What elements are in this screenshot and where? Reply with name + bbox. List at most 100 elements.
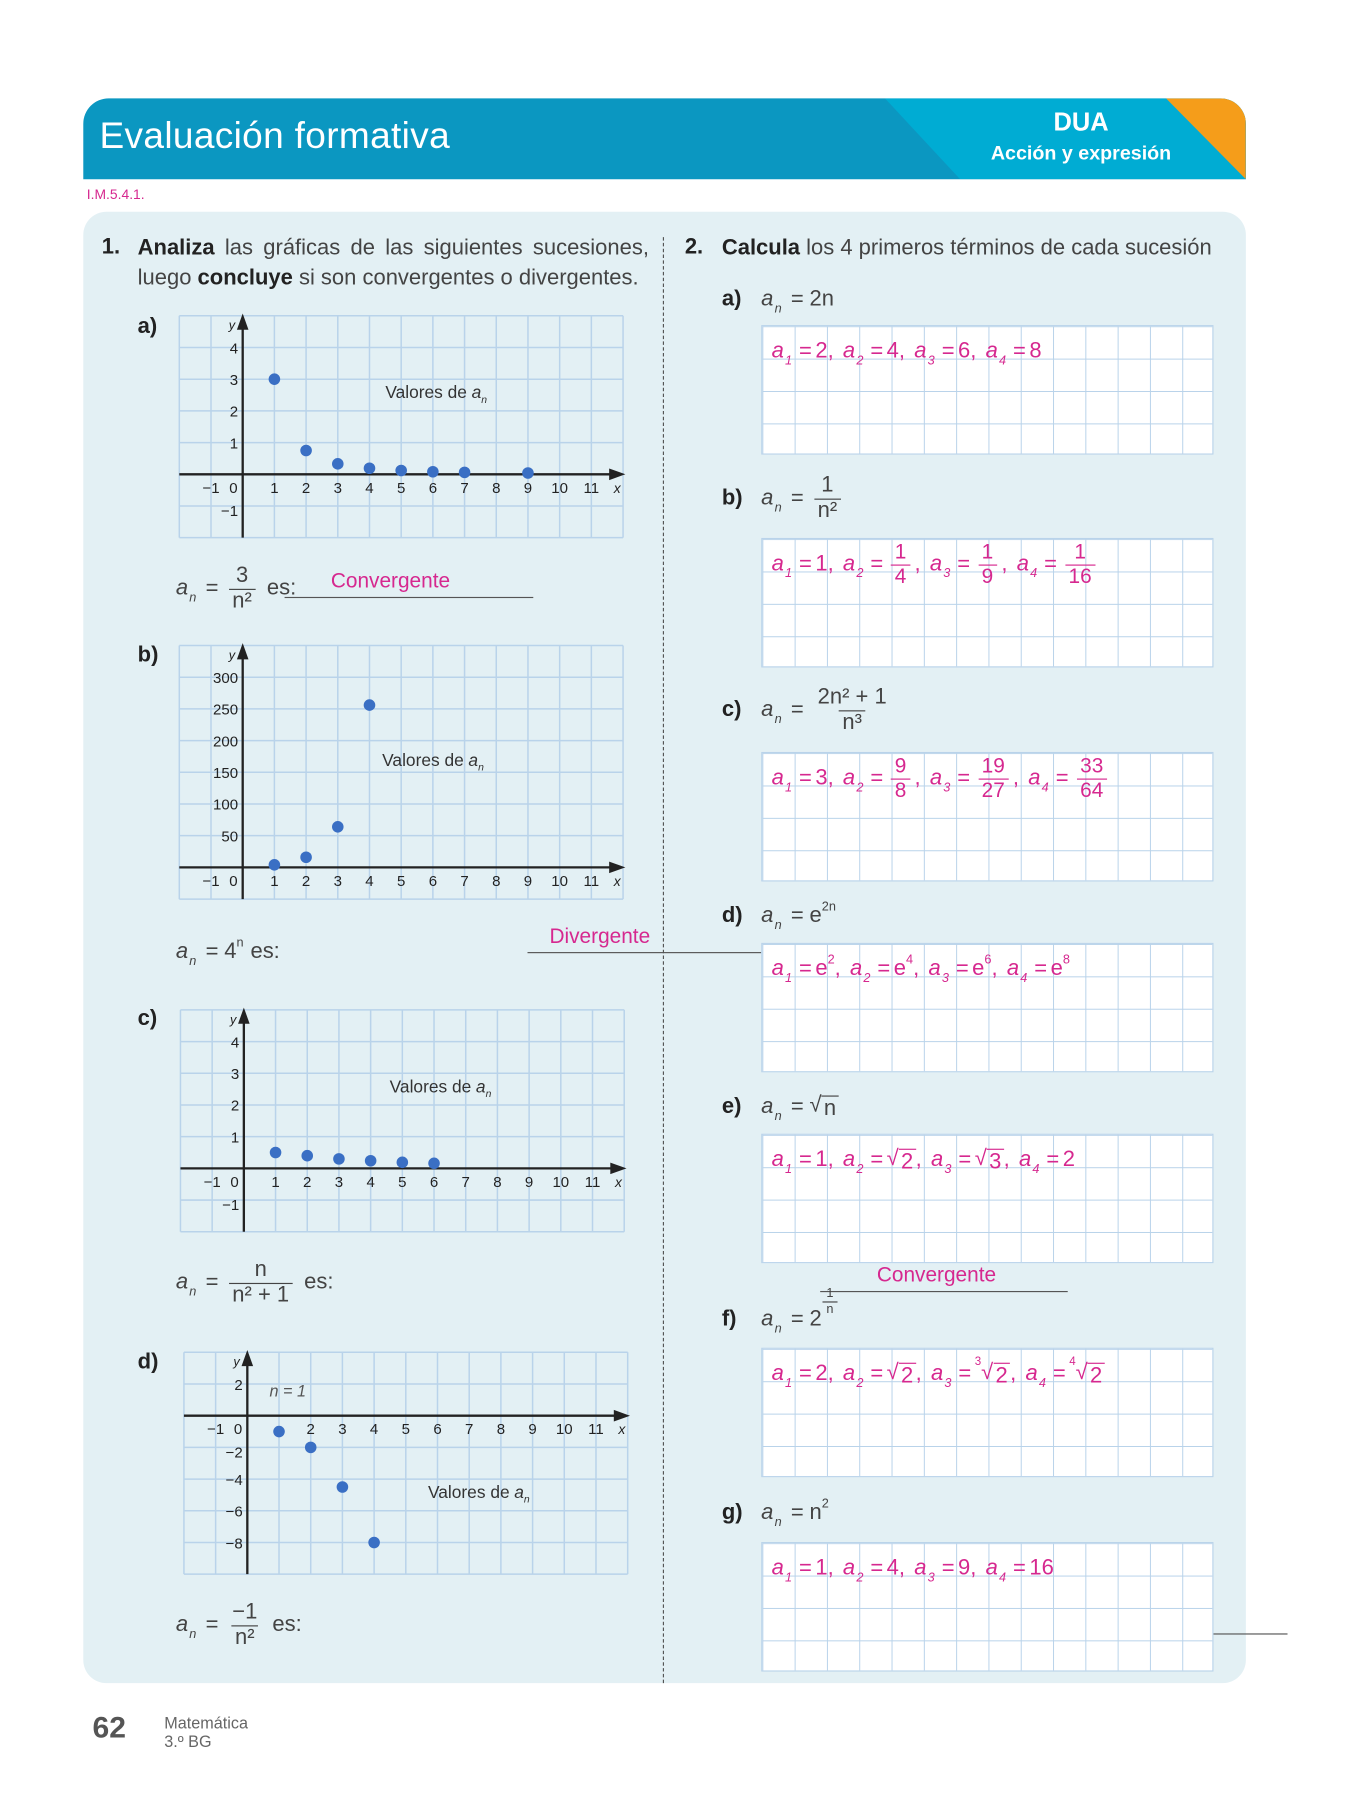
term-fraction: 1 16	[1065, 540, 1096, 588]
y-tick-label: 200	[213, 733, 238, 750]
answer-grid-box[interactable]: a 1 = 1, a 2 = 1 4, a 3 = 1 9, a 4 = 1 16	[761, 537, 1214, 668]
term-value: 4	[886, 1555, 899, 1581]
equals-sign: =	[799, 956, 812, 981]
x-tick-label: 8	[492, 480, 500, 497]
root-index: 4	[1069, 1355, 1076, 1368]
q2-text: los 4 primeros términos de cada sucesión	[800, 235, 1212, 261]
section-header: Evaluación formativa DUA Acción y expres…	[83, 98, 1246, 180]
term-index: 3	[943, 780, 951, 795]
answer-grid-box[interactable]: a 1 = e 2, a 2 = e 4, a 3 = e 6, a 4 = e 8	[761, 942, 1214, 1073]
radical-sign-icon: √	[981, 1359, 994, 1385]
subscript-n: n	[189, 1285, 197, 1300]
power-base: e	[815, 956, 828, 981]
variable-a: a	[985, 1555, 998, 1581]
subscript-n: n	[774, 301, 782, 316]
annotation-subscript: n	[481, 395, 487, 406]
annotation-variable: a	[514, 1482, 524, 1502]
term-index: 2	[863, 971, 871, 986]
denominator: 9	[978, 563, 997, 588]
power-base: e	[972, 956, 985, 981]
answer-blank[interactable]: Convergente	[284, 569, 534, 599]
answer-grid-box[interactable]: a 1 = 2, a 2 = 4, a 3 = 6, a 4 = 8	[761, 325, 1214, 455]
y-axis-arrow	[236, 643, 249, 660]
equals-sign: =	[958, 1361, 972, 1386]
equals-sign: =	[205, 1612, 219, 1637]
q1-text-2: si son convergentes o divergentes.	[292, 266, 639, 291]
term-index: 2	[856, 1162, 864, 1177]
term-index: 3	[944, 1162, 952, 1177]
variable-a: a	[761, 485, 774, 511]
equals-sign: =	[790, 1307, 804, 1332]
x-tick-label: 2	[302, 480, 310, 497]
comma-separator: ,	[827, 765, 834, 791]
answer-blank[interactable]: Convergente	[820, 1263, 1068, 1293]
term-index: 2	[856, 1376, 864, 1391]
equals-sign: =	[799, 1361, 812, 1386]
variable-a: a	[771, 1147, 784, 1172]
sequence-formula-g: a n = n 2	[761, 1486, 829, 1539]
y-tick-label: −4	[226, 1472, 243, 1489]
annotation-text: Valores de	[382, 750, 464, 770]
answer-text: Convergente	[330, 569, 451, 593]
answer-grid-box[interactable]: a 1 = 1, a 2 = 4, a 3 = 9, a 4 = 16	[761, 1542, 1214, 1672]
annotation-variable: a	[476, 1076, 486, 1096]
comma-separator: ,	[915, 1147, 922, 1172]
denominator: 4	[891, 563, 910, 588]
equals-sign: =	[941, 1555, 955, 1581]
sequence-term: a 4 = 1 16	[1017, 540, 1100, 588]
y-tick-label: 100	[213, 797, 238, 814]
sequence-term: a 4 = e 8	[1006, 953, 1070, 985]
variable-a: a	[175, 1612, 189, 1637]
variable-a: a	[1028, 765, 1041, 791]
x-tick-label: 8	[492, 873, 500, 890]
comma-separator: ,	[1012, 765, 1020, 791]
data-point	[428, 1157, 440, 1170]
y-tick-label: 2	[234, 1377, 242, 1394]
x-tick-label: 9	[524, 480, 532, 497]
data-point	[522, 467, 534, 479]
variable-a: a	[771, 1361, 784, 1386]
answer-grid-box[interactable]: a 1 = 2, a 2 = √ 2, a 3 = 3 √ 2, a 4 = 4 √ 2	[761, 1347, 1214, 1478]
variable-a: a	[175, 1270, 189, 1295]
item-label-c: c)	[137, 1006, 158, 1031]
x-tick-label: 0	[229, 873, 237, 890]
equals-sign: =	[1046, 1147, 1060, 1172]
numerator: 2n² + 1	[817, 684, 887, 709]
equals-sign: =	[1052, 1361, 1066, 1386]
x-tick-label: 10	[556, 1421, 573, 1438]
term-fraction: 33 64	[1076, 754, 1107, 802]
variable-a: a	[850, 956, 863, 981]
answer-grid-box[interactable]: a 1 = 1, a 2 = √ 2, a 3 = √ 3, a 4 = 2	[761, 1133, 1214, 1264]
indicator-code: I.M.5.4.1.	[86, 186, 145, 203]
item-label-a: a)	[137, 314, 158, 339]
y-tick-label: 2	[230, 404, 238, 421]
answer-grid-box[interactable]: a 1 = 3, a 2 = 9 8, a 3 = 19 27, a 4 = 33 64	[761, 751, 1214, 882]
sequence-formula-e: a n = √ n	[761, 1080, 839, 1133]
item-label-d: d)	[137, 1349, 159, 1375]
comma-separator: ,	[1001, 551, 1008, 577]
denominator: 8	[891, 777, 910, 802]
denominator: n	[822, 1300, 837, 1316]
power-exponent: n	[236, 935, 244, 950]
term-index: 2	[856, 353, 864, 368]
subject-name: Matemática	[164, 1713, 248, 1732]
answer-text: Divergente	[549, 924, 651, 948]
y-tick-label: 1	[230, 435, 238, 452]
term-index: 1	[784, 780, 793, 795]
comma-separator: ,	[991, 956, 998, 981]
sequence-formula-b: a n = 4 n es:	[176, 925, 280, 978]
x-tick-label: 6	[429, 480, 437, 497]
variable-a: a	[842, 551, 856, 577]
variable-a: a	[761, 697, 774, 722]
x-tick-label: 6	[430, 1174, 438, 1191]
term-value: 6	[958, 338, 971, 364]
variable-a: a	[1006, 956, 1020, 981]
es-label: es:	[266, 576, 297, 601]
answer-blank[interactable]: Divergente	[527, 924, 776, 954]
comma-separator: ,	[827, 1555, 834, 1581]
annotation-variable: a	[468, 750, 478, 770]
power-base: 4	[224, 939, 237, 964]
denominator: n³	[838, 709, 866, 735]
q2-verb-calcula: Calcula	[721, 235, 801, 261]
